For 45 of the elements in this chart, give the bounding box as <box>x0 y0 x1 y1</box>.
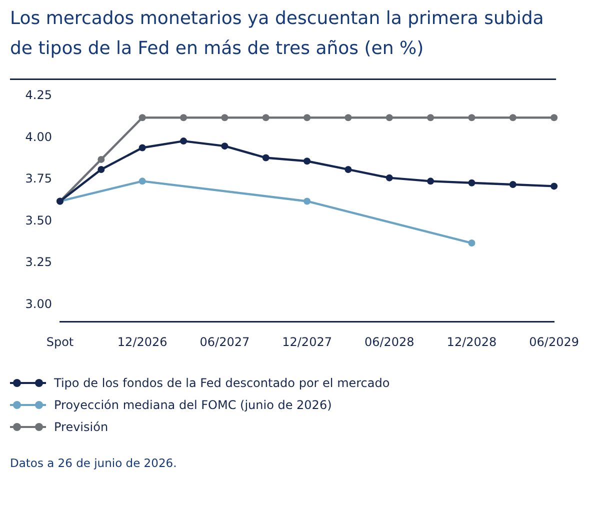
point <box>386 174 393 182</box>
point <box>304 198 311 205</box>
point <box>344 114 352 122</box>
point <box>138 144 146 152</box>
point <box>427 114 434 122</box>
point <box>468 179 476 186</box>
x-tick-label: Spot <box>46 334 74 349</box>
point <box>180 138 188 145</box>
y-tick-label: 3.50 <box>25 213 52 228</box>
point <box>550 114 558 122</box>
point <box>550 182 558 190</box>
legend-label: Proyección mediana del FOMC (junio de 2026) <box>54 398 332 412</box>
x-tick-label: 06/2029 <box>529 334 580 349</box>
point <box>221 114 228 122</box>
point <box>344 166 352 173</box>
legend-label: Tipo de los fondos de la Fed descontado por el mercado <box>54 376 390 390</box>
point <box>221 142 228 150</box>
x-tick-label: 12/2028 <box>446 334 497 349</box>
point <box>138 178 146 185</box>
point <box>304 114 311 122</box>
y-tick-label: 3.75 <box>25 172 52 186</box>
point <box>509 181 516 188</box>
y-tick-label: 3.25 <box>25 255 52 270</box>
point <box>180 114 188 122</box>
point <box>138 114 146 122</box>
point <box>98 166 105 173</box>
x-tick-label: 12/2026 <box>117 334 168 349</box>
point <box>262 114 270 122</box>
text: Datos a 26 de junio de 2026. <box>10 456 178 470</box>
x-tick-label: 06/2027 <box>200 334 250 349</box>
y-tick-label: 4.00 <box>25 130 52 144</box>
point <box>509 114 516 122</box>
point <box>98 156 105 163</box>
point <box>262 154 270 162</box>
point <box>427 178 434 185</box>
point <box>468 240 476 247</box>
legend-label: Previsión <box>54 420 108 434</box>
point <box>468 114 476 122</box>
x-tick-label: 06/2028 <box>364 334 414 349</box>
y-tick-label: 3.00 <box>25 297 52 312</box>
x-tick-label: 12/2027 <box>282 334 332 349</box>
y-tick-label: 4.25 <box>25 88 52 102</box>
point <box>304 158 311 165</box>
chart-title: Los mercados monetarios ya descuentan la primera subida de tipos de la Fed en más de tres años (en %) <box>9 7 545 61</box>
point <box>386 114 393 122</box>
